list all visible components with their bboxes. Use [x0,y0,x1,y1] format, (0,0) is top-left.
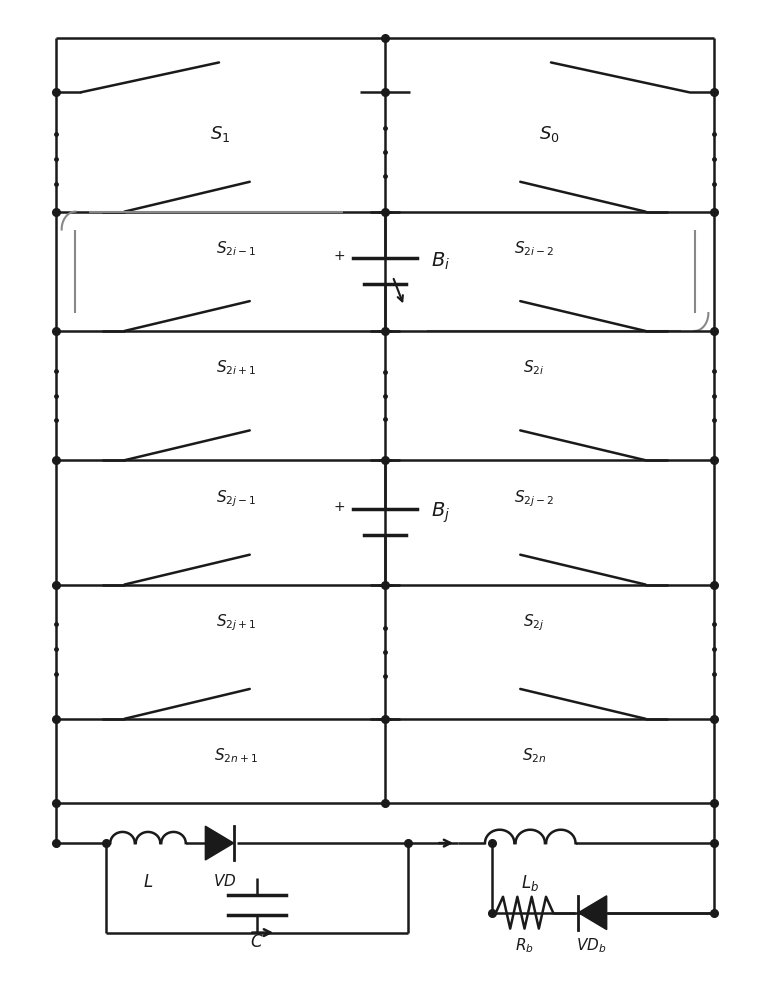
Text: $S_{2i}$: $S_{2i}$ [524,359,544,377]
Text: $S_{2i-2}$: $S_{2i-2}$ [514,239,554,258]
Text: $B_i$: $B_i$ [431,251,450,272]
Polygon shape [578,896,607,930]
Text: $B_j$: $B_j$ [431,500,450,525]
Text: $R_b$: $R_b$ [515,937,534,955]
Text: +: + [333,500,345,514]
Text: +: + [333,249,345,263]
Text: $L$: $L$ [143,873,153,891]
Text: $S_{2n+1}$: $S_{2n+1}$ [214,747,258,765]
Text: $S_{2j-1}$: $S_{2j-1}$ [216,488,256,509]
Text: $S_{2j-2}$: $S_{2j-2}$ [514,488,554,509]
Text: $S_0$: $S_0$ [539,124,560,144]
Polygon shape [206,826,233,860]
Text: $S_{2n}$: $S_{2n}$ [522,747,546,765]
Text: $VD_b$: $VD_b$ [576,937,607,955]
Text: $S_{2i+1}$: $S_{2i+1}$ [216,359,256,377]
Text: $S_{2j}$: $S_{2j}$ [524,612,544,633]
Text: $S_1$: $S_1$ [210,124,231,144]
Text: $S_{2j+1}$: $S_{2j+1}$ [216,612,256,633]
Text: $S_{2i-1}$: $S_{2i-1}$ [216,239,256,258]
Text: $VD$: $VD$ [213,873,236,889]
Text: $C$: $C$ [250,933,264,951]
Text: $L_b$: $L_b$ [521,873,539,893]
